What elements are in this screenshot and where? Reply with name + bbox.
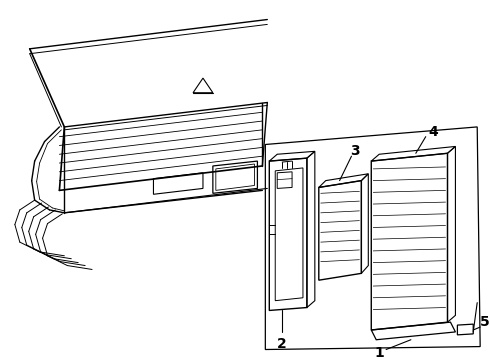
Text: 5: 5 (480, 315, 490, 329)
Text: 2: 2 (277, 337, 287, 351)
Text: 1: 1 (374, 346, 384, 360)
Text: 3: 3 (350, 144, 359, 158)
Text: 4: 4 (429, 125, 439, 139)
